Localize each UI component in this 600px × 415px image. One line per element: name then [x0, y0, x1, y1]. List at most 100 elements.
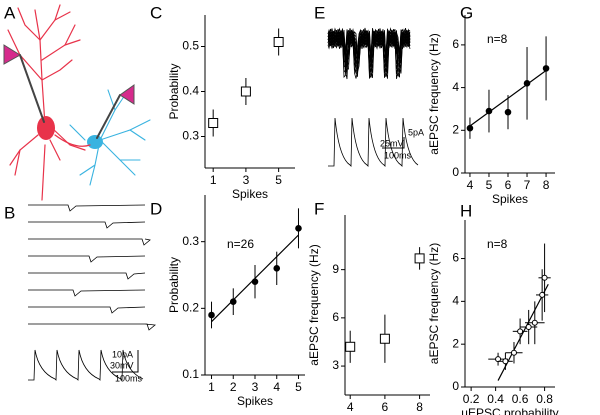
trace [328, 117, 419, 167]
x-axis-label: Spikes [232, 187, 268, 201]
point [229, 298, 237, 305]
x-tick-label: 0.6 [512, 392, 529, 406]
y-tick-label: 0 [452, 165, 459, 179]
x-tick-label: 4 [273, 380, 280, 394]
x-axis-label: uEPSC probability [461, 406, 558, 415]
trace [327, 40, 411, 80]
y-tick-label: 0.5 [182, 39, 199, 53]
panel-label: H [460, 201, 472, 220]
trace [327, 28, 411, 64]
x-tick-label: 4 [467, 178, 474, 192]
y-axis-label: aEPSC frequency (Hz) [427, 243, 441, 364]
point [485, 107, 493, 115]
panel-label: A [4, 3, 16, 22]
annotation: n=26 [227, 237, 254, 251]
x-tick-label: 0.8 [536, 392, 553, 406]
point [539, 291, 546, 298]
point [531, 319, 538, 326]
point [517, 328, 524, 335]
fit-line [497, 283, 549, 381]
trace [28, 221, 146, 229]
y-tick-label: 0.3 [182, 234, 199, 248]
neuron-illustration [3, 4, 151, 201]
point [523, 80, 531, 87]
point [208, 311, 215, 319]
scale-bar-label: 25mV [380, 138, 404, 148]
y-tick-label: 2 [452, 122, 459, 136]
y-tick-label: 0.2 [182, 301, 199, 315]
x-tick-label: 5 [295, 380, 302, 394]
point [466, 124, 474, 132]
y-axis-label: Probability [167, 257, 181, 313]
y-tick-label: 6 [452, 37, 459, 51]
point [510, 349, 517, 356]
point [273, 37, 284, 47]
y-axis-label: Probability [167, 63, 181, 119]
traces [28, 204, 156, 381]
y-tick-label: 4 [452, 294, 459, 308]
trace [28, 255, 146, 263]
scale-bar [112, 137, 405, 373]
trace [28, 272, 146, 280]
panel-label: C [150, 3, 162, 22]
point [414, 253, 425, 264]
y-tick-label: 4 [452, 80, 459, 94]
x-tick-label: 5 [486, 178, 493, 192]
scale-bar-label: 10pA [112, 349, 133, 359]
point [379, 333, 390, 344]
y-tick-label: 2 [452, 336, 459, 350]
y-axis-label: aEPSC frequency (Hz) [307, 244, 321, 365]
x-tick-label: 8 [416, 400, 423, 414]
x-tick-label: 2 [230, 380, 237, 394]
trace [28, 204, 146, 212]
trace [28, 306, 146, 314]
x-tick-label: 1 [210, 173, 217, 187]
x-axis-label: Spikes [237, 394, 273, 408]
panel-label: F [314, 199, 324, 218]
x-tick-label: 6 [505, 178, 512, 192]
annotation: n=8 [487, 32, 508, 46]
scale-bar-label: 100ms [384, 150, 412, 160]
traces [327, 27, 419, 167]
x-tick-label: 0.4 [487, 392, 504, 406]
point [504, 108, 512, 116]
x-tick-label: 8 [543, 178, 550, 192]
point [295, 225, 302, 232]
y-tick-label: 0.4 [182, 84, 199, 98]
y-axis-label: aEPSC frequency (Hz) [427, 33, 441, 154]
x-tick-label: 5 [275, 173, 282, 187]
point [208, 118, 219, 128]
panel-label: G [460, 3, 473, 22]
point [542, 65, 550, 72]
x-tick-label: 0.2 [463, 392, 480, 406]
point [251, 278, 259, 285]
panel-label: E [314, 3, 325, 22]
scale-bar-label: 100ms [115, 373, 143, 383]
y-tick-label: 0.3 [182, 129, 199, 143]
panel-label: D [150, 199, 162, 218]
point [273, 265, 281, 272]
point [240, 86, 251, 97]
y-tick-label: 0.1 [182, 367, 199, 381]
x-axis-label: Spikes [492, 192, 528, 206]
trace [28, 323, 156, 331]
x-tick-label: 3 [243, 173, 250, 187]
annotation: n=8 [487, 237, 508, 251]
y-tick-label: 6 [452, 251, 459, 265]
y-tick-label: 0 [452, 379, 459, 393]
point [502, 358, 509, 365]
scale-bar-label: 5pA [408, 127, 424, 137]
y-tick-label: 6 [332, 310, 339, 324]
point [345, 341, 356, 352]
point [541, 274, 548, 281]
trace [28, 238, 151, 246]
scale-bar-label: 30mV [110, 360, 134, 370]
x-tick-label: 1 [208, 380, 215, 394]
panel-label: B [4, 203, 15, 222]
y-tick-label: 9 [332, 262, 339, 276]
x-tick-label: 6 [382, 400, 389, 414]
x-tick-label: 3 [252, 380, 259, 394]
trace [28, 349, 144, 381]
trace [28, 289, 146, 297]
